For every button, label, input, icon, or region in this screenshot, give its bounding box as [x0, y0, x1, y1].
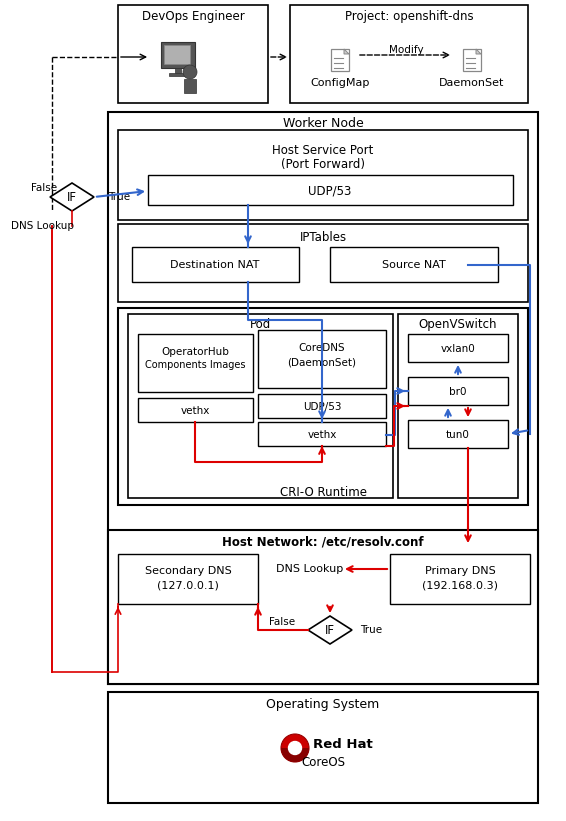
Text: Project: openshift-dns: Project: openshift-dns: [345, 10, 473, 22]
Text: OpenVSwitch: OpenVSwitch: [419, 318, 498, 331]
Text: False: False: [31, 183, 57, 193]
Text: IF: IF: [67, 190, 77, 204]
Text: vxlan0: vxlan0: [440, 344, 475, 354]
Text: tun0: tun0: [446, 430, 470, 440]
Text: Worker Node: Worker Node: [282, 117, 363, 130]
Text: vethx: vethx: [181, 406, 209, 416]
Text: DaemonSet: DaemonSet: [439, 78, 505, 88]
Text: IPTables: IPTables: [299, 231, 346, 244]
Text: CoreDNS: CoreDNS: [299, 343, 345, 353]
Text: DNS Lookup: DNS Lookup: [11, 221, 74, 231]
Text: ConfigMap: ConfigMap: [310, 78, 370, 88]
Text: DevOps Engineer: DevOps Engineer: [142, 10, 245, 22]
Text: Red Hat: Red Hat: [313, 737, 373, 750]
Bar: [148, 175, 513, 205]
Polygon shape: [344, 49, 349, 54]
Text: Operating System: Operating System: [267, 698, 380, 710]
Bar: [169, 73, 187, 76]
Text: True: True: [360, 625, 382, 635]
Text: Secondary DNS: Secondary DNS: [145, 566, 231, 576]
Text: (Port Forward): (Port Forward): [281, 158, 365, 171]
Text: (127.0.0.1): (127.0.0.1): [157, 580, 219, 590]
Bar: [408, 334, 508, 362]
Wedge shape: [281, 748, 309, 762]
Circle shape: [183, 65, 197, 79]
Bar: [290, 5, 528, 103]
Bar: [138, 398, 253, 422]
Bar: [108, 112, 538, 684]
Polygon shape: [308, 616, 352, 644]
Bar: [118, 308, 528, 505]
Text: UDP/53: UDP/53: [303, 402, 341, 412]
Bar: [175, 68, 181, 73]
Text: Destination NAT: Destination NAT: [170, 260, 260, 270]
Bar: [330, 247, 498, 282]
Circle shape: [281, 734, 309, 762]
Bar: [258, 394, 386, 418]
Text: IF: IF: [325, 623, 335, 636]
Text: Components Images: Components Images: [145, 360, 245, 370]
Text: Host Service Port: Host Service Port: [272, 144, 374, 157]
Bar: [390, 554, 530, 604]
Text: Source NAT: Source NAT: [382, 260, 446, 270]
Bar: [161, 42, 195, 68]
Bar: [118, 224, 528, 302]
Text: vethx: vethx: [307, 430, 337, 440]
Text: (DaemonSet): (DaemonSet): [288, 357, 357, 367]
Text: DNS Lookup: DNS Lookup: [276, 564, 344, 574]
Circle shape: [289, 741, 302, 754]
Bar: [258, 422, 386, 446]
Polygon shape: [476, 49, 481, 54]
Text: True: True: [108, 192, 130, 202]
Bar: [138, 334, 253, 392]
Bar: [164, 45, 190, 64]
Bar: [331, 49, 349, 71]
Polygon shape: [50, 183, 94, 211]
Text: UDP/53: UDP/53: [308, 185, 351, 198]
Bar: [128, 314, 393, 498]
Text: CoreOS: CoreOS: [301, 755, 345, 768]
Bar: [108, 692, 538, 803]
Text: Host Network: /etc/resolv.conf: Host Network: /etc/resolv.conf: [222, 535, 424, 548]
Bar: [184, 79, 196, 93]
Bar: [132, 247, 299, 282]
Bar: [408, 377, 508, 405]
Bar: [408, 420, 508, 448]
Text: OperatorHub: OperatorHub: [161, 347, 229, 357]
Bar: [118, 5, 268, 103]
Text: CRI-O Runtime: CRI-O Runtime: [280, 485, 367, 498]
Bar: [118, 130, 528, 220]
Text: False: False: [269, 617, 295, 627]
Bar: [398, 314, 518, 498]
Bar: [258, 330, 386, 388]
Text: Primary DNS: Primary DNS: [424, 566, 495, 576]
Bar: [118, 554, 258, 604]
Bar: [108, 530, 538, 684]
Text: (192.168.0.3): (192.168.0.3): [422, 580, 498, 590]
Text: Modify: Modify: [389, 45, 423, 55]
Text: br0: br0: [449, 387, 467, 397]
Bar: [463, 49, 481, 71]
Text: Pod: Pod: [250, 318, 271, 331]
